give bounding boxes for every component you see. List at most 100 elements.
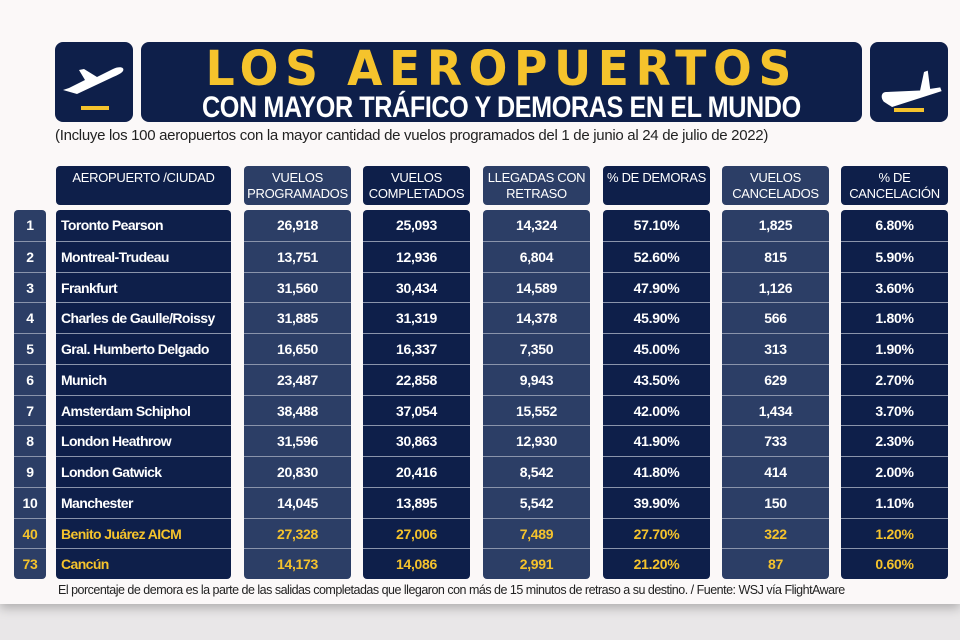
rank-cell: 7 — [14, 394, 46, 426]
table-cell: 12,936 — [363, 240, 470, 272]
table-cell: 16,337 — [363, 333, 470, 364]
table-cell: 16,650 — [244, 333, 351, 364]
table-cell: 3.60% — [841, 271, 948, 303]
table-cell: 414 — [722, 456, 829, 487]
table-cell: 30,434 — [363, 271, 470, 303]
column-header: % DE CANCELACIÓN — [841, 166, 948, 205]
column-body: Toronto Pearson Montreal-Trudeau Frankfurt… — [56, 210, 231, 579]
rank-cell: 1 — [26, 217, 34, 233]
table-cell: 38,488 — [244, 394, 351, 426]
rank-cell: 40 — [14, 517, 46, 549]
table-cell: 14,324 — [515, 217, 558, 233]
column-header: VUELOS CANCELADOS — [722, 166, 829, 205]
table-cell: 31,596 — [244, 425, 351, 456]
table-cell: 57.10% — [633, 217, 680, 233]
table-cell: 2.00% — [841, 456, 948, 487]
table-cell: 45.00% — [603, 333, 710, 364]
table-cell: 12,930 — [483, 425, 590, 456]
column-body: 14,324 6,804 14,589 14,378 7,350 9,943 15,552 1… — [483, 210, 590, 579]
rank-cell: 2 — [14, 240, 46, 272]
table-cell: 14,086 — [363, 548, 470, 579]
table-cell: 1.10% — [841, 486, 948, 518]
table-cell: Gral. Humberto Delgado — [56, 333, 231, 364]
table-cell: 31,560 — [244, 271, 351, 303]
table-cell: 14,045 — [244, 486, 351, 518]
column-delayed: LLEGADAS CON RETRASO 14,324 6,804 14,589 14,… — [483, 166, 590, 579]
table-cell: 25,093 — [395, 217, 438, 233]
column-header: VUELOS PROGRAMADOS — [244, 166, 351, 205]
table-cell: 313 — [722, 333, 829, 364]
table-cell: 1.80% — [841, 302, 948, 333]
table-cell: Toronto Pearson — [61, 217, 164, 233]
column-body: 1 2 3 4 5 6 7 8 9 10 40 73 — [14, 210, 46, 579]
table-cell: 1,434 — [722, 394, 829, 426]
table-cell: 3.70% — [841, 394, 948, 426]
column-airport: AEROPUERTO /CIUDAD Toronto Pearson Montrea… — [56, 166, 231, 579]
table-cell: 1.90% — [841, 333, 948, 364]
table-cell: 629 — [722, 363, 829, 395]
rank-cell: 4 — [14, 302, 46, 333]
table-cell: 733 — [722, 425, 829, 456]
column-delay-pct: % DE DEMORAS 57.10% 52.60% 47.90% 45.90% 45.0… — [603, 166, 710, 579]
rank-cell: 10 — [14, 486, 46, 518]
column-header: % DE DEMORAS — [603, 166, 710, 205]
table-cell: 6.80% — [875, 217, 914, 233]
column-body: 57.10% 52.60% 47.90% 45.90% 45.00% 43.50% 42.0… — [603, 210, 710, 579]
table-cell: 322 — [722, 517, 829, 549]
table-cell: 27,006 — [363, 517, 470, 549]
column-body: 1,825 815 1,126 566 313 629 1,434 733 414 150 322 8… — [722, 210, 829, 579]
column-body: 25,093 12,936 30,434 31,319 16,337 22,858 37,0… — [363, 210, 470, 579]
table-cell: 22,858 — [363, 363, 470, 395]
table-cell: 13,751 — [244, 240, 351, 272]
table-cell: 20,416 — [363, 456, 470, 487]
table-cell: 87 — [722, 548, 829, 579]
table-cell: 150 — [722, 486, 829, 518]
table-cell: London Gatwick — [56, 456, 231, 487]
table-cell: Munich — [56, 363, 231, 395]
table-cell: 14,378 — [483, 302, 590, 333]
table-cell: 47.90% — [603, 271, 710, 303]
table-cell: 20,830 — [244, 456, 351, 487]
table-cell: 23,487 — [244, 363, 351, 395]
table-cell: 8,542 — [483, 456, 590, 487]
table-cell: 14,173 — [244, 548, 351, 579]
table-cell: 2.70% — [841, 363, 948, 395]
infographic-card: LOS AEROPUERTOS CON MAYOR TRÁFICO Y DEMO… — [0, 0, 960, 604]
table-cell: 31,319 — [363, 302, 470, 333]
table-cell: 15,552 — [483, 394, 590, 426]
rank-cell: 6 — [14, 363, 46, 395]
table-cell: 5,542 — [483, 486, 590, 518]
table-cell: 1.20% — [841, 517, 948, 549]
rank-cell: 73 — [14, 548, 46, 579]
table-cell: 41.90% — [603, 425, 710, 456]
table-cell: 7,489 — [483, 517, 590, 549]
column-cancel-pct: % DE CANCELACIÓN 6.80% 5.90% 3.60% 1.80% 1.90… — [841, 166, 948, 579]
table-cell: 1,126 — [722, 271, 829, 303]
table-cell: 45.90% — [603, 302, 710, 333]
title-line1: LOS AEROPUERTOS — [205, 42, 798, 97]
table-cell: Montreal-Trudeau — [56, 240, 231, 272]
table-cell: 41.80% — [603, 456, 710, 487]
table-cell: Cancún — [56, 548, 231, 579]
table-cell: 37,054 — [363, 394, 470, 426]
column-completed: VUELOS COMPLETADOS 25,093 12,936 30,434 31,3… — [363, 166, 470, 579]
arrival-icon — [870, 42, 948, 122]
table-cell: 31,885 — [244, 302, 351, 333]
table-cell: 27,328 — [244, 517, 351, 549]
title-banner: LOS AEROPUERTOS CON MAYOR TRÁFICO Y DEMO… — [141, 42, 862, 122]
rank-cell: 9 — [14, 456, 46, 487]
table-cell: 14,589 — [483, 271, 590, 303]
table-cell: Manchester — [56, 486, 231, 518]
title-line2-wrap: CON MAYOR TRÁFICO Y DEMORAS EN EL MUNDO — [141, 91, 862, 123]
column-header: LLEGADAS CON RETRASO — [483, 166, 590, 205]
column-cancelled: VUELOS CANCELADOS 1,825 815 1,126 566 313 629 1… — [722, 166, 829, 579]
table-cell: 0.60% — [841, 548, 948, 579]
column-header: VUELOS COMPLETADOS — [363, 166, 470, 205]
table-cell: 5.90% — [841, 240, 948, 272]
table-cell: 2,991 — [483, 548, 590, 579]
table-cell: 42.00% — [603, 394, 710, 426]
table-cell: 1,825 — [758, 217, 793, 233]
table-cell: 815 — [722, 240, 829, 272]
table-cell: 43.50% — [603, 363, 710, 395]
title-line2: CON MAYOR TRÁFICO Y DEMORAS EN EL MUNDO — [202, 91, 801, 123]
